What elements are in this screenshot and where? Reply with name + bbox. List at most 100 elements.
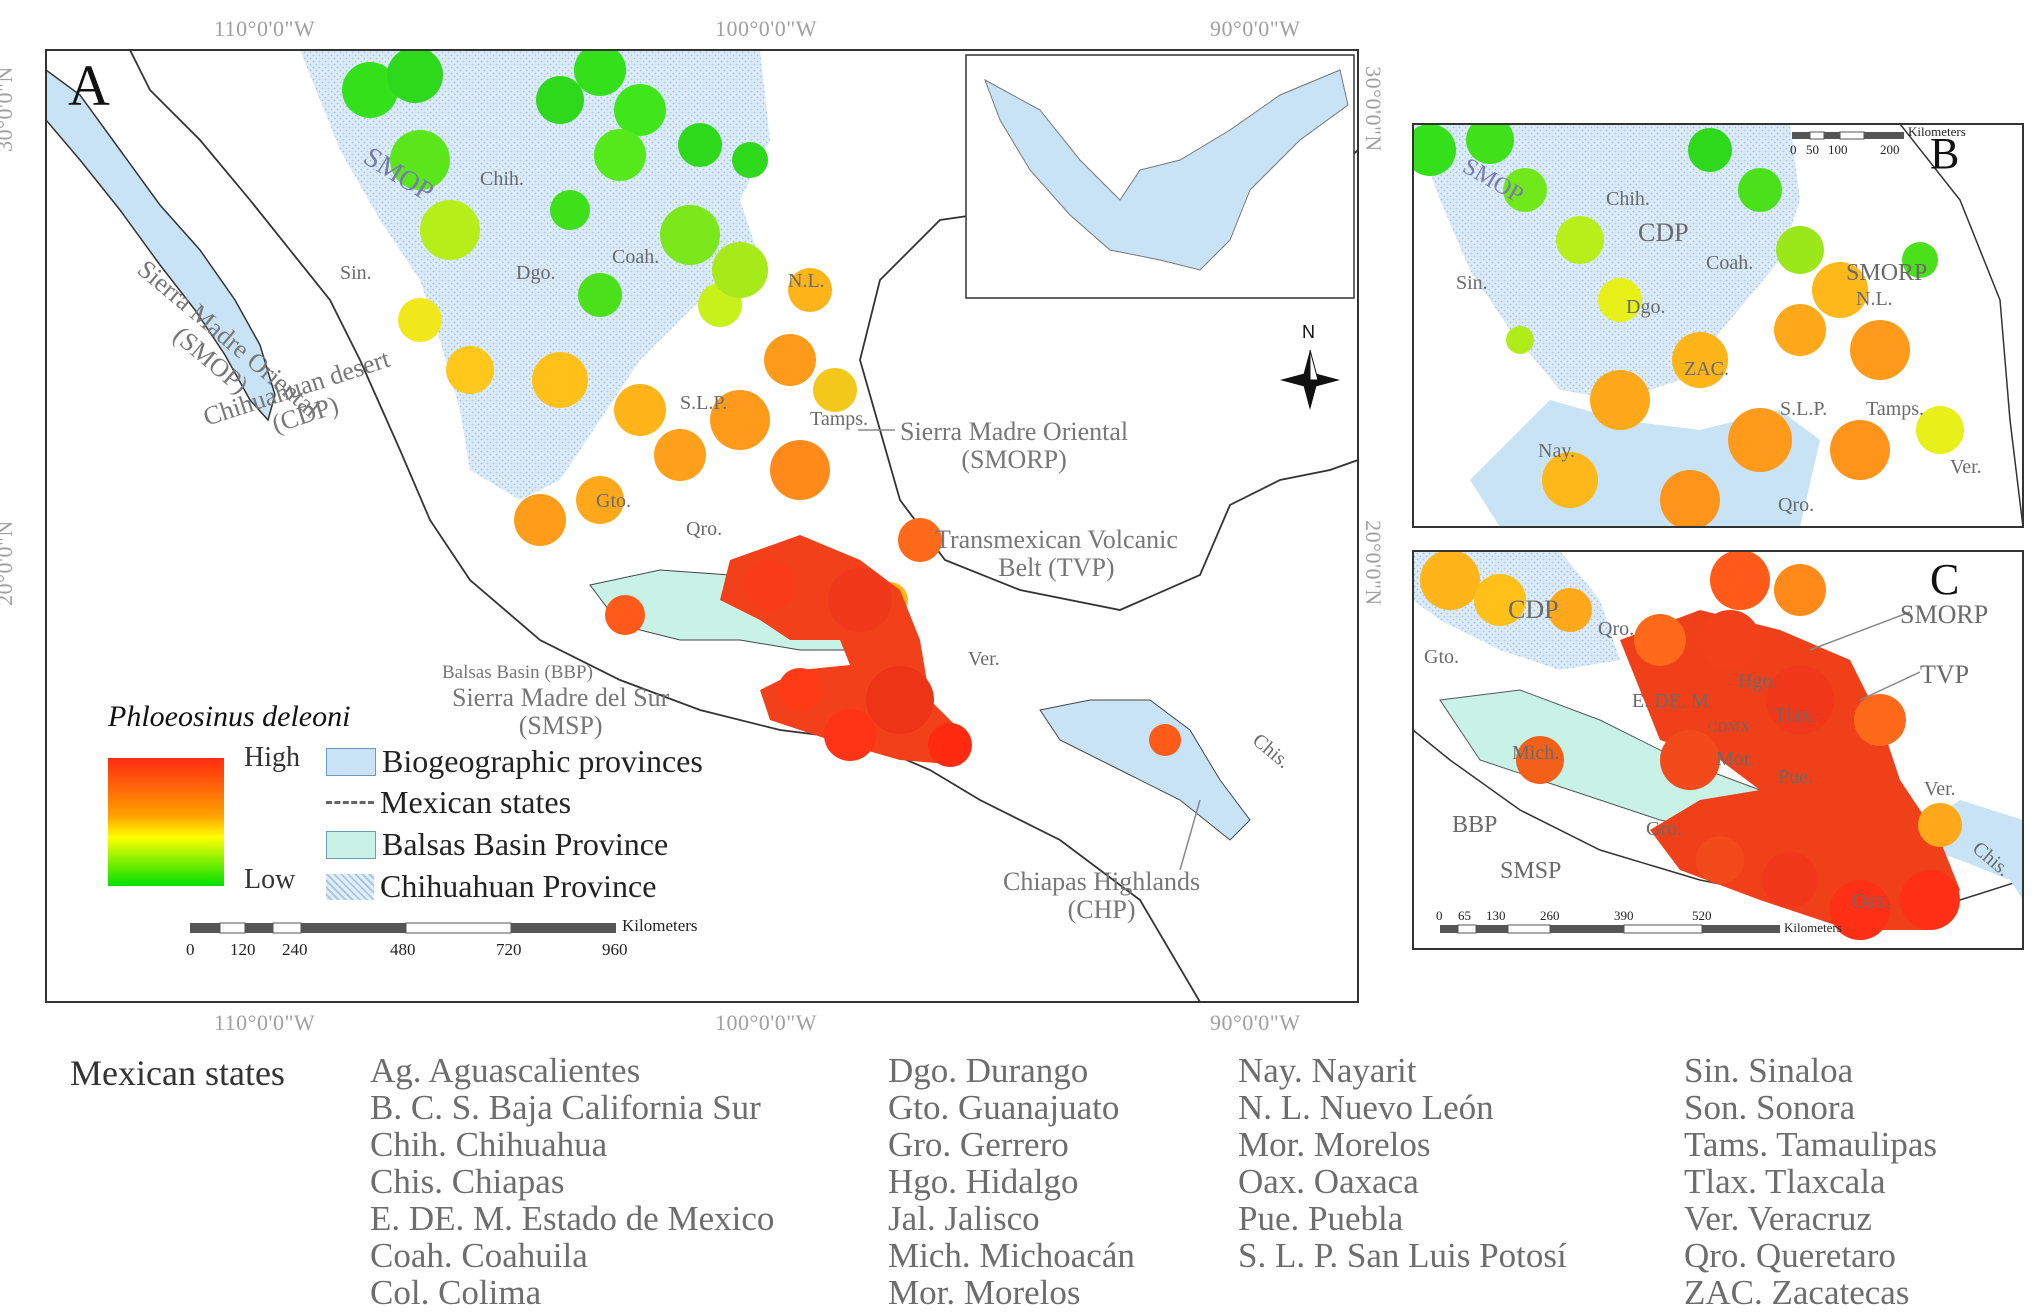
panel-letter-a: A — [68, 53, 110, 118]
coord-left-20n: 20°0'0"N — [0, 520, 17, 606]
c-state-qro: Qro. — [1598, 618, 1635, 640]
c-scale-unit: Kilometers — [1784, 920, 1842, 935]
abbr-item: Chih. Chihuahua — [370, 1125, 608, 1164]
abbr-item: Mor. Morelos — [1238, 1125, 1431, 1164]
c-label-cdp: CDP — [1508, 595, 1559, 624]
state-nl: N.L. — [788, 270, 825, 292]
chiapas-highlands — [1039, 699, 1251, 841]
label-smsp: Sierra Madre del Sur (SMSP) — [452, 683, 670, 741]
c-scale-tick-260: 260 — [1540, 908, 1560, 923]
b-label-smorp: SMORP — [1846, 260, 1928, 286]
panel-letter-c: C — [1930, 555, 1960, 604]
abbr-item: B. C. S. Baja California Sur — [370, 1088, 761, 1127]
legend-item-provinces: Biogeographic provinces — [326, 743, 703, 780]
b-state-nl: N.L. — [1856, 288, 1893, 310]
abbr-item: S. L. P. San Luis Potosí — [1238, 1236, 1567, 1275]
c-label-tvp: TVP — [1920, 660, 1970, 689]
legend-chihuahuan-label: Chihuahuan Province — [380, 868, 657, 904]
abbr-item: Mich. Michoacán — [888, 1236, 1135, 1275]
c-state-ver: Ver. — [1924, 778, 1956, 800]
panel-c-map — [1413, 551, 2023, 949]
legend-low-label: Low — [244, 864, 296, 895]
abbr-item: E. DE. M. Estado de Mexico — [370, 1199, 775, 1238]
legend-states-label: Mexican states — [380, 784, 572, 820]
c-scale-tick-65: 65 — [1458, 908, 1471, 923]
c-state-cdmx: CDMX — [1708, 720, 1751, 735]
coord-right-20n: 20°0'0"N — [1360, 520, 1386, 606]
panel-a-map — [46, 50, 1358, 1002]
state-ver: Ver. — [968, 648, 1000, 670]
coord-bottom-90w: 90°0'0"W — [1210, 1010, 1301, 1035]
abbr-item: Coah. Coahuila — [370, 1236, 588, 1275]
abbr-item: Sin. Sinaloa — [1684, 1051, 1854, 1090]
state-slp: S.L.P. — [680, 392, 728, 414]
abbr-item: Tlax. Tlaxcala — [1684, 1162, 1886, 1201]
c-state-gto: Gto. — [1424, 646, 1459, 668]
abbr-item: Qro. Queretaro — [1684, 1236, 1896, 1275]
chihuahuan-swatch — [326, 873, 374, 900]
b-state-slp: S.L.P. — [1780, 398, 1828, 420]
b-scale-tick-100: 100 — [1828, 142, 1848, 157]
suitability-ramp — [108, 758, 224, 886]
panel-b-map — [1413, 124, 2023, 527]
abbr-item: Dgo. Durango — [888, 1051, 1089, 1090]
abbr-item: Oax. Oaxaca — [1238, 1162, 1419, 1201]
label-smorp-line1: Sierra Madre Oriental — [900, 417, 1129, 446]
label-chp-line2: (CHP) — [1067, 895, 1136, 925]
abbreviations-column-4: Sin. Sinaloa Son. Sonora Tams. Tamaulipa… — [1684, 1052, 1937, 1311]
c-state-edem: E. DE. M — [1632, 690, 1709, 712]
b-state-chih: Chih. — [1606, 188, 1650, 210]
legend-species-title: Phloeosinus deleoni — [108, 700, 351, 733]
abbr-item: Gto. Guanajuato — [888, 1088, 1120, 1127]
abbr-item: Chis. Chiapas — [370, 1162, 565, 1201]
scale-a-tick-120: 120 — [230, 940, 256, 959]
panel-b-frame — [1412, 123, 2024, 528]
inset-map — [965, 54, 1355, 299]
legend-high-label: High — [244, 742, 300, 773]
b-state-dgo: Dgo. — [1626, 296, 1666, 318]
label-smsp-line2: (SMSP) — [518, 711, 603, 741]
abbreviations-column-2: Dgo. Durango Gto. Guanajuato Gro. Gerrer… — [888, 1052, 1135, 1311]
b-state-sin: Sin. — [1456, 272, 1488, 294]
abbr-item: Ver. Veracruz — [1684, 1199, 1872, 1238]
state-dgo: Dgo. — [516, 262, 556, 284]
c-state-mich: Mich. — [1512, 742, 1560, 764]
c-scale-tick-520: 520 — [1692, 908, 1712, 923]
c-state-pue: Pue. — [1778, 766, 1813, 788]
legend-item-states: Mexican states — [326, 784, 571, 821]
c-label-smsp: SMSP — [1500, 858, 1562, 884]
c-label-bbp: BBP — [1452, 812, 1498, 838]
abbr-item: Ag. Aguascalientes — [370, 1051, 641, 1090]
b-state-ver: Ver. — [1950, 456, 1982, 478]
legend-item-chihuahuan: Chihuahuan Province — [326, 868, 656, 905]
c-state-gro: Gro. — [1646, 818, 1683, 840]
b-state-nay: Nay. — [1538, 440, 1576, 462]
c-state-oax: Oax. — [1852, 890, 1891, 912]
panel-letter-b: B — [1930, 129, 1960, 178]
label-tvp: Transmexican Volcanic Belt (TVP) — [935, 525, 1178, 582]
abbreviations-column-1: Ag. Aguascalientes B. C. S. Baja Califor… — [370, 1052, 774, 1311]
north-arrow — [1280, 349, 1340, 410]
b-state-zac: ZAC. — [1684, 358, 1729, 380]
scale-bar-b — [1792, 131, 1904, 140]
coord-top-90w: 90°0'0"W — [1210, 16, 1301, 41]
states-line-swatch — [326, 801, 374, 804]
b-state-tamps: Tamps. — [1866, 398, 1925, 420]
abbr-item: Hgo. Hidalgo — [888, 1162, 1079, 1201]
state-coah: Coah. — [612, 246, 660, 268]
label-bbp: Balsas Basin (BBP) — [442, 662, 593, 683]
state-chih: Chih. — [480, 168, 524, 190]
state-sin: Sin. — [340, 262, 372, 284]
c-scale-tick-130: 130 — [1486, 908, 1506, 923]
label-chp: Chiapas Highlands (CHP) — [1003, 867, 1200, 925]
abbreviations-column-3: Nay. Nayarit N. L. Nuevo León Mor. Morel… — [1238, 1052, 1567, 1274]
legend-balsas-label: Balsas Basin Province — [382, 826, 669, 862]
scale-a-tick-960: 960 — [602, 940, 628, 959]
coord-top-100w: 100°0'0"W — [715, 16, 818, 41]
label-smsp-line1: Sierra Madre del Sur — [452, 683, 670, 712]
b-state-coah: Coah. — [1706, 252, 1754, 274]
abbr-item: N. L. Nuevo León — [1238, 1088, 1494, 1127]
coord-left-30n: 30°0'0"N — [0, 66, 17, 152]
scale-a-tick-720: 720 — [496, 940, 522, 959]
provinces-swatch — [326, 747, 376, 776]
